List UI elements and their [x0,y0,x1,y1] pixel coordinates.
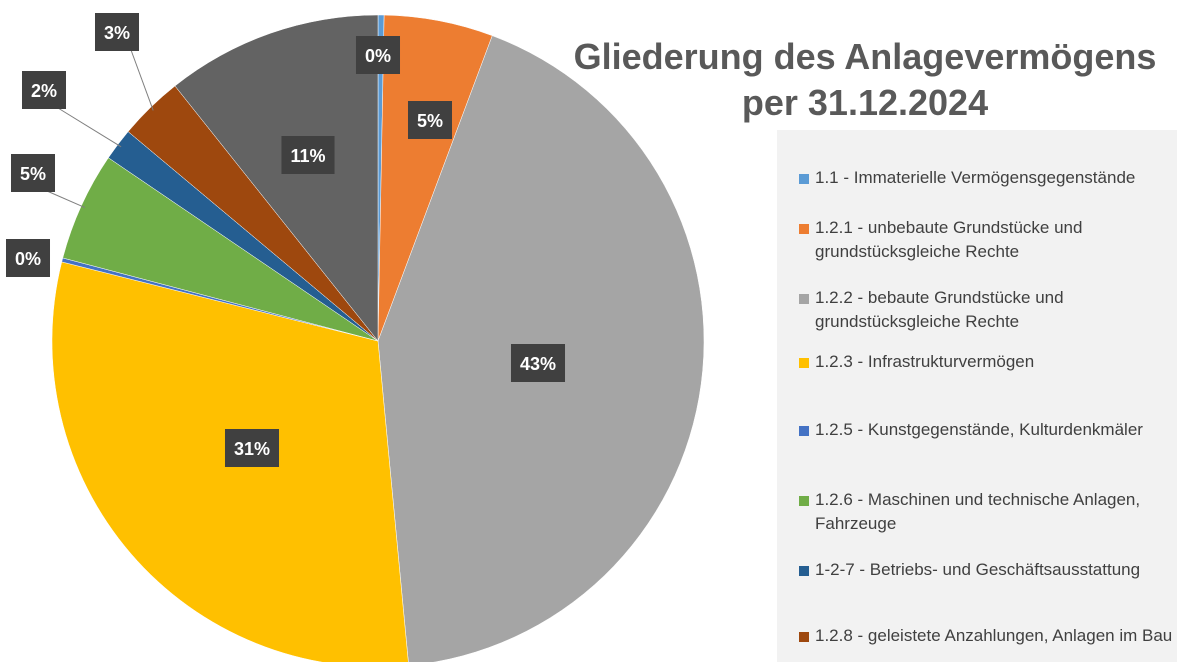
data-label: 0% [365,46,391,66]
data-label: 31% [234,439,270,459]
data-label-box [355,36,401,74]
legend-swatch [799,426,809,436]
legend-entry: 1.2.6 - Maschinen und technische Anlagen… [799,488,1184,536]
data-label-box [407,101,453,139]
data-label-box [5,239,51,277]
chart-subtitle: per 31.12.2024 [741,82,989,123]
data-label: 3% [104,23,130,43]
legend-label: 1.2.6 - Maschinen und technische Anlagen… [815,490,1141,533]
legend-entry: 1.2.5 - Kunstgegenstände, Kulturdenkmäle… [799,418,1184,442]
legend-label: 1-2-7 - Betriebs- und Geschäftsausstattu… [815,560,1141,579]
legend-entry: 1.1 - Immaterielle Vermögensgegenstände [799,166,1184,190]
data-label: 2% [31,81,57,101]
legend-swatch [799,566,809,576]
legend-label: 1.2.3 - Infrastrukturvermögen [815,352,1035,371]
data-label: 5% [417,111,443,131]
legend-entry: 1-2-7 - Betriebs- und Geschäftsausstattu… [799,558,1184,582]
legend-swatch [799,294,809,304]
chart-title: Gliederung des Anlagevermögens [573,36,1157,77]
legend-entry: 1.2.2 - bebaute Grundstücke und grundstü… [799,286,1184,334]
data-label-box [94,13,140,51]
legend: 1.1 - Immaterielle Vermögensgegenstände 1… [777,130,1177,662]
leader-line [57,107,122,148]
legend-label: 1.1 - Immaterielle Vermögensgegenstände [815,168,1136,187]
legend-entry: 1.2.3 - Infrastrukturvermögen [799,350,1184,374]
legend-swatch [799,358,809,368]
pie-slice [174,14,379,342]
data-label-box [510,344,566,382]
data-label: 11% [290,146,325,166]
data-label: 0% [15,249,41,269]
legend-label: 1.2.2 - bebaute Grundstücke und grundstü… [815,288,1064,331]
legend-entry: 1.2.8 - geleistete Anzahlungen, Anlagen … [799,624,1184,648]
leader-line [130,49,154,111]
legend-label: 1.2.1 - unbebaute Grundstücke und grunds… [815,218,1083,261]
legend-swatch [799,632,809,642]
legend-swatch [799,496,809,506]
legend-swatch [799,174,809,184]
leader-line [46,190,86,209]
data-label: 5% [20,164,46,184]
data-label-box [281,136,335,174]
data-label-box [224,429,280,467]
legend-label: 1.2.5 - Kunstgegenstände, Kulturdenkmäle… [815,420,1143,439]
data-label: 43% [520,354,556,374]
data-label-box [21,71,67,109]
data-label-box [10,154,56,192]
legend-entry: 1.2.1 - unbebaute Grundstücke und grunds… [799,216,1184,264]
legend-label: 1.2.8 - geleistete Anzahlungen, Anlagen … [815,626,1173,645]
legend-swatch [799,224,809,234]
